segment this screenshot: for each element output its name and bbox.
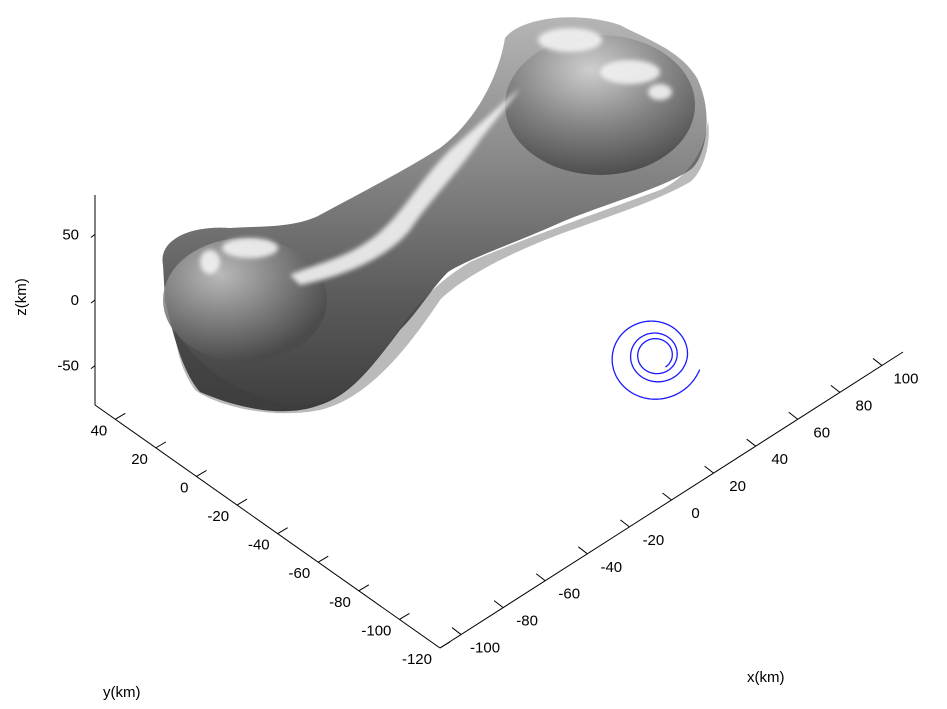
y-tick-mark (399, 612, 410, 620)
x-tick-label: 20 (729, 478, 746, 495)
highlight-left-small (200, 250, 220, 274)
z-tick-label: -50 (57, 358, 79, 375)
x-tick-label: -60 (558, 586, 580, 603)
x-tick-label: 0 (691, 505, 699, 522)
x-tick-mark (788, 411, 799, 420)
x-tick-mark (704, 465, 714, 474)
z-axis-label: z(km) (13, 278, 30, 316)
y-tick-mark (196, 470, 207, 477)
x-tick-label: -20 (643, 532, 665, 549)
surface-shadow (175, 120, 709, 414)
z-tick-mark (90, 299, 96, 304)
y-tick-mark (317, 555, 329, 563)
highlight-left (222, 238, 278, 258)
trajectory-curve (611, 320, 701, 400)
x-tick-mark (746, 438, 756, 447)
y-tick-mark (439, 641, 451, 649)
x-tick-label: -100 (470, 640, 500, 657)
y-tick-label: -120 (402, 651, 432, 668)
surface-highlights (200, 28, 672, 285)
z-tick-mark (90, 233, 96, 238)
y-tick-label: -20 (207, 508, 229, 525)
z-tick-label: 0 (71, 292, 79, 309)
x-tick-label: 40 (771, 451, 788, 468)
x-tick-mark (535, 573, 546, 582)
x-tick-label: 100 (893, 370, 918, 387)
tick-labels: -100 -80 -60 -40 -20 0 20 40 60 80 100 -120 -100 -80 -… (57, 226, 918, 668)
y-tick-label: 0 (180, 479, 188, 496)
highlight-right (538, 28, 602, 52)
trajectory (611, 320, 701, 400)
y-axis-line (94, 404, 441, 649)
z-tick-mark (90, 365, 96, 370)
x-tick-label: 60 (813, 424, 830, 441)
highlight-right-3 (648, 84, 672, 100)
x-tick-mark (620, 519, 630, 528)
x-tick-label: -80 (516, 613, 538, 630)
y-tick-mark (277, 527, 288, 535)
y-tick-label: 20 (131, 451, 148, 468)
y-tick-mark (115, 412, 126, 420)
x-tick-mark (830, 384, 841, 393)
x-tick-mark (872, 358, 883, 366)
x-tick-mark (662, 492, 672, 501)
x-tick-mark (578, 546, 588, 555)
tick-marks (90, 233, 883, 649)
x-tick-label: -40 (600, 559, 622, 576)
highlight-right-2 (600, 60, 660, 84)
y-tick-mark (236, 498, 248, 506)
z-tick-label: 50 (62, 226, 79, 243)
surface-lobe-right (505, 35, 695, 175)
asteroid-surface (162, 17, 709, 414)
x-axis-label: x(km) (747, 669, 785, 686)
y-tick-label: -40 (248, 537, 270, 554)
y-tick-mark (358, 584, 370, 592)
y-tick-label: -60 (289, 565, 311, 582)
x-tick-mark (493, 600, 504, 609)
y-tick-label: -80 (329, 594, 351, 611)
y-tick-label: 40 (91, 422, 108, 439)
y-tick-label: -100 (361, 622, 391, 639)
x-tick-label: 80 (856, 397, 873, 414)
x-tick-mark (451, 627, 462, 635)
y-tick-mark (155, 441, 167, 449)
y-axis-label: y(km) (103, 684, 141, 701)
